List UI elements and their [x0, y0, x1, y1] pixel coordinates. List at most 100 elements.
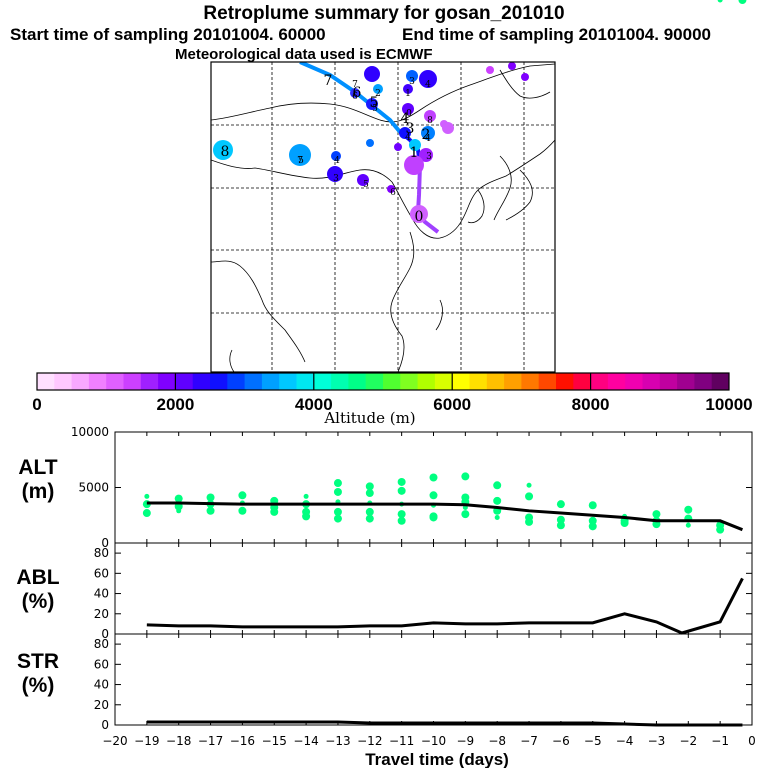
- trajectory-day-label: 3: [406, 121, 415, 137]
- alt-scatter-point: [270, 507, 279, 516]
- alt-scatter-point: [716, 525, 725, 534]
- colorbar-swatch: [659, 373, 678, 390]
- xtick-label: −7: [520, 734, 538, 748]
- colorbar-swatch: [313, 373, 332, 390]
- colorbar-swatch: [88, 373, 107, 390]
- cluster-label: 3: [426, 152, 432, 162]
- cluster-marker: [410, 205, 428, 223]
- alt-scatter-point: [333, 487, 342, 496]
- abl-label: ABL (%): [8, 566, 68, 614]
- xtick-label: −9: [456, 734, 474, 748]
- alt-scatter-point: [738, 0, 747, 4]
- map-gridlines: [211, 62, 555, 372]
- colorbar-swatch: [37, 373, 55, 390]
- cluster-marker: [521, 73, 529, 81]
- trajectory-segment-upper: [299, 62, 402, 134]
- cluster-marker: [289, 144, 311, 166]
- cluster-label: 4: [405, 133, 411, 143]
- str-label-line1: STR: [17, 650, 59, 673]
- str-ytick-label: 40: [94, 678, 109, 692]
- xtick-label: −15: [262, 734, 287, 748]
- colorbar-frame: [36, 372, 730, 391]
- colorbar-swatch: [106, 373, 124, 390]
- colorbar-tick-label: 0: [32, 395, 41, 414]
- colorbar-swatch: [140, 373, 159, 390]
- alt-scatter-point: [556, 500, 565, 509]
- colorbar-swatch: [694, 373, 713, 390]
- alt-scatter-point: [525, 517, 534, 526]
- colorbar-swatch: [296, 373, 315, 390]
- colorbar-swatch: [158, 373, 176, 390]
- trajectory-day-label: 0: [415, 209, 424, 225]
- cluster-label: 5: [363, 180, 369, 190]
- trajectory-day-label: 5: [370, 95, 379, 111]
- alt-scatter-point: [588, 522, 597, 531]
- cluster-marker: [486, 66, 494, 74]
- cluster-marker: [508, 62, 516, 70]
- alt-scatter-point: [717, 0, 723, 3]
- trajectory-day-label: 6: [353, 85, 362, 101]
- cluster-marker: [421, 126, 435, 140]
- cluster-label: 6: [352, 92, 358, 102]
- cluster-marker: [387, 185, 395, 193]
- alt-scatter-point: [429, 491, 438, 500]
- cluster-label: 6: [390, 188, 396, 198]
- cluster-marker: [366, 98, 378, 110]
- trajectory-day-label: 4: [401, 111, 410, 127]
- alt-scatter-point: [144, 493, 150, 499]
- trajectory-day-label: 1: [410, 145, 419, 161]
- cluster-marker: [406, 70, 418, 82]
- colorbar-tick-label: 8000: [572, 395, 610, 414]
- xtick-label: −14: [293, 734, 318, 748]
- colorbar-swatch: [556, 373, 574, 390]
- xtick-label: −5: [584, 734, 602, 748]
- colorbar-swatch: [469, 373, 488, 390]
- xtick-label: −12: [357, 734, 382, 748]
- trajectory-day-label: 8: [221, 144, 230, 160]
- colorbar-swatch: [504, 373, 522, 390]
- colorbar-swatch: [192, 373, 211, 390]
- cluster-label: 5: [298, 156, 304, 166]
- chart-title: Retroplume summary for gosan_201010: [203, 3, 565, 24]
- alt-scatter-point: [429, 473, 438, 482]
- alt-label-line2: (m): [21, 480, 55, 503]
- alt-scatter-point: [206, 506, 215, 515]
- alt-ytick-label: 5000: [78, 481, 109, 495]
- xtick-label: −17: [198, 734, 223, 748]
- abl-ytick-label: 0: [101, 627, 109, 641]
- cluster-label: 1: [405, 89, 411, 99]
- colorbar-swatch: [348, 373, 367, 390]
- colorbar-tick-label: 6000: [433, 395, 471, 414]
- alt-scatter-point: [365, 507, 374, 516]
- colorbar-swatch: [711, 373, 730, 390]
- colorbar-swatch: [261, 373, 280, 390]
- alt-scatter-point: [365, 482, 374, 491]
- meteorology-label: Meteorological data used is ECMWF: [175, 46, 433, 63]
- colorbar-swatch: [521, 373, 540, 390]
- colorbar-swatch: [590, 373, 609, 390]
- alt-scatter-point: [493, 481, 502, 490]
- xtick-label: −16: [230, 734, 255, 748]
- str-label-line2: (%): [21, 674, 55, 697]
- cluster-marker: [403, 84, 413, 94]
- cluster-marker: [213, 140, 233, 160]
- alt-scatter-point: [526, 482, 532, 488]
- xtick-label: 0: [748, 734, 756, 748]
- alt-scatter-point: [429, 513, 438, 522]
- cluster-marker: [399, 127, 411, 139]
- alt-scatter-point: [176, 508, 182, 514]
- alt-scatter-point: [588, 516, 597, 525]
- alt-scatter-point: [333, 479, 342, 488]
- colorbar-swatch: [365, 373, 384, 390]
- cluster-label: 5: [372, 104, 378, 114]
- abl-label-line2: (%): [21, 590, 55, 613]
- colorbar-swatch: [452, 373, 470, 390]
- colorbar-swatch: [677, 373, 695, 390]
- alt-ytick-label: 0: [101, 536, 109, 550]
- abl-label-line1: ABL: [16, 566, 60, 589]
- colorbar-swatch: [279, 373, 297, 390]
- alt-scatter-point: [333, 514, 342, 523]
- colorbar-swatch: [210, 373, 228, 390]
